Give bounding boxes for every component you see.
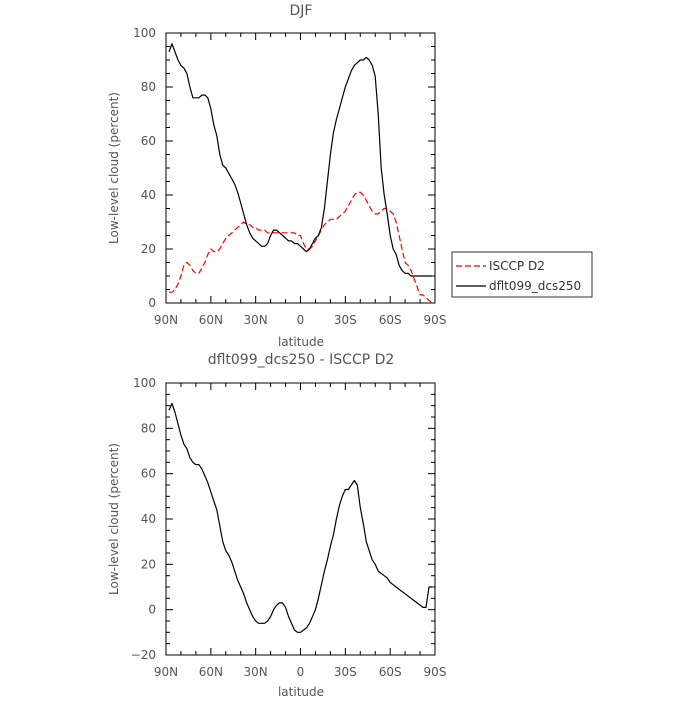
bottom-chart: dflt099_dcs250 - ISCCP D2 −20 0 20 40 60 80 10… xyxy=(107,352,446,699)
y-tick-label: 100 xyxy=(133,376,156,390)
top-chart-y-ticks: 0 20 40 60 80 100 xyxy=(133,26,435,310)
x-tick-label: 90N xyxy=(154,665,178,679)
x-tick-label: 30S xyxy=(334,665,357,679)
top-chart: DJF 0 20 40 60 80 100 90N 60N 30N 0 30S 60S 90S lat… xyxy=(107,3,593,349)
y-tick-label: 20 xyxy=(141,242,156,256)
top-chart-series xyxy=(168,43,433,304)
top-chart-y-axis-title: Low-level cloud (percent) xyxy=(107,92,121,244)
x-tick-label: 90N xyxy=(154,313,178,327)
bottom-chart-x-axis-title: latitude xyxy=(278,685,324,699)
x-tick-label: 0 xyxy=(297,665,305,679)
series-line-difference xyxy=(168,402,432,633)
legend-box xyxy=(451,251,593,298)
top-chart-title: DJF xyxy=(290,3,313,19)
top-chart-plot-area xyxy=(165,32,436,304)
y-tick-label: 100 xyxy=(133,26,156,40)
y-tick-label: 80 xyxy=(141,421,156,435)
bottom-chart-title: dflt099_dcs250 - ISCCP D2 xyxy=(208,352,395,368)
x-tick-label: 60N xyxy=(199,313,223,327)
x-tick-label: 30N xyxy=(244,313,268,327)
x-tick-label: 90S xyxy=(424,665,447,679)
y-tick-label: 60 xyxy=(141,134,156,148)
y-tick-label: 20 xyxy=(141,557,156,571)
x-tick-label: 60N xyxy=(199,665,223,679)
x-tick-label: 30N xyxy=(244,665,268,679)
top-chart-x-axis-title: latitude xyxy=(278,335,324,349)
bottom-chart-y-ticks: −20 0 20 40 60 80 100 xyxy=(131,376,435,662)
x-tick-label: 0 xyxy=(297,313,305,327)
top-chart-x-ticks: 90N 60N 30N 0 30S 60S 90S xyxy=(154,33,447,327)
bottom-chart-plot-area xyxy=(165,382,436,656)
legend-label-isccp-d2: ISCCP D2 xyxy=(489,259,545,273)
series-line-dflt099-dcs250 xyxy=(168,43,432,277)
y-tick-label: 0 xyxy=(148,603,156,617)
y-tick-label: 60 xyxy=(141,467,156,481)
top-chart-legend: ISCCP D2 dflt099_dcs250 xyxy=(451,251,593,298)
y-tick-label: 40 xyxy=(141,512,156,526)
y-tick-label: 80 xyxy=(141,80,156,94)
y-tick-label: −20 xyxy=(131,648,156,662)
legend-label-dflt099-dcs250: dflt099_dcs250 xyxy=(489,279,581,293)
bottom-chart-series xyxy=(168,402,432,633)
y-tick-label: 0 xyxy=(148,296,156,310)
bottom-chart-y-axis-title: Low-level cloud (percent) xyxy=(107,443,121,595)
x-tick-label: 60S xyxy=(379,313,402,327)
y-tick-label: 40 xyxy=(141,188,156,202)
x-tick-label: 30S xyxy=(334,313,357,327)
x-tick-label: 90S xyxy=(424,313,447,327)
bottom-chart-x-ticks: 90N 60N 30N 0 30S 60S 90S xyxy=(154,383,447,679)
series-line-isccp-d2 xyxy=(169,191,433,304)
x-tick-label: 60S xyxy=(379,665,402,679)
